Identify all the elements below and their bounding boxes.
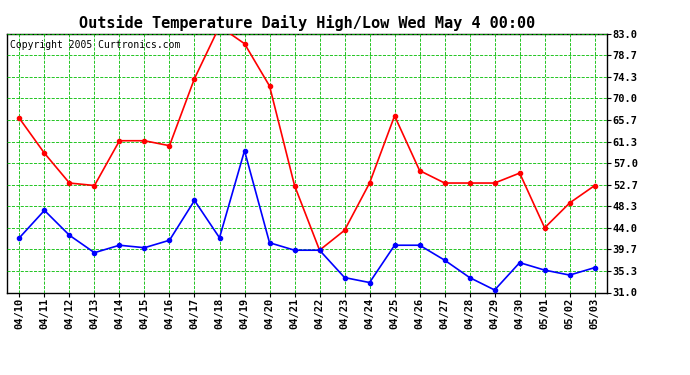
Text: Copyright 2005 Curtronics.com: Copyright 2005 Curtronics.com [10,40,180,50]
Title: Outside Temperature Daily High/Low Wed May 4 00:00: Outside Temperature Daily High/Low Wed M… [79,15,535,31]
